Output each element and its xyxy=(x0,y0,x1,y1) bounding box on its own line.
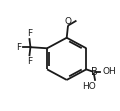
Text: F: F xyxy=(16,43,21,52)
Text: B: B xyxy=(91,67,97,77)
Text: HO: HO xyxy=(82,82,96,91)
Text: OH: OH xyxy=(103,67,116,76)
Text: F: F xyxy=(27,29,32,38)
Text: F: F xyxy=(27,57,32,66)
Text: O: O xyxy=(64,17,71,26)
